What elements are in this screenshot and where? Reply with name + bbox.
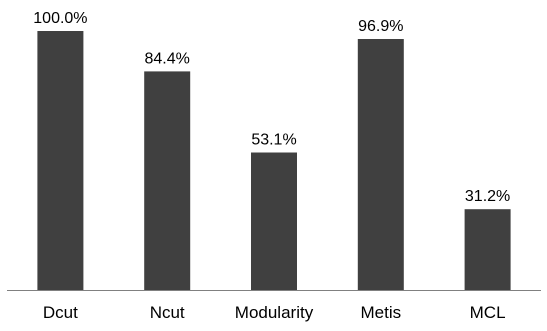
data-label-metis: 96.9% [358, 18, 403, 35]
value-labels-group: 100.0% 84.4% 53.1% 96.9% 31.2% [33, 10, 510, 205]
tick-label-mcl: MCL [470, 303, 506, 322]
tick-label-metis: Metis [360, 303, 401, 322]
data-label-mcl: 31.2% [465, 188, 510, 205]
bar-metis [357, 39, 404, 290]
bars-group [37, 31, 511, 291]
data-label-ncut: 84.4% [145, 50, 190, 67]
tick-label-ncut: Ncut [150, 303, 185, 322]
category-labels-group: Dcut Ncut Modularity Metis MCL [43, 303, 506, 322]
data-label-modularity: 53.1% [251, 132, 296, 149]
bar-ncut [144, 71, 191, 291]
bar-modularity [251, 152, 297, 290]
tick-label-dcut: Dcut [43, 303, 78, 322]
tick-label-modularity: Modularity [235, 303, 314, 322]
data-label-dcut: 100.0% [33, 10, 87, 27]
bar-mcl [464, 209, 511, 290]
bar-dcut [37, 31, 84, 290]
